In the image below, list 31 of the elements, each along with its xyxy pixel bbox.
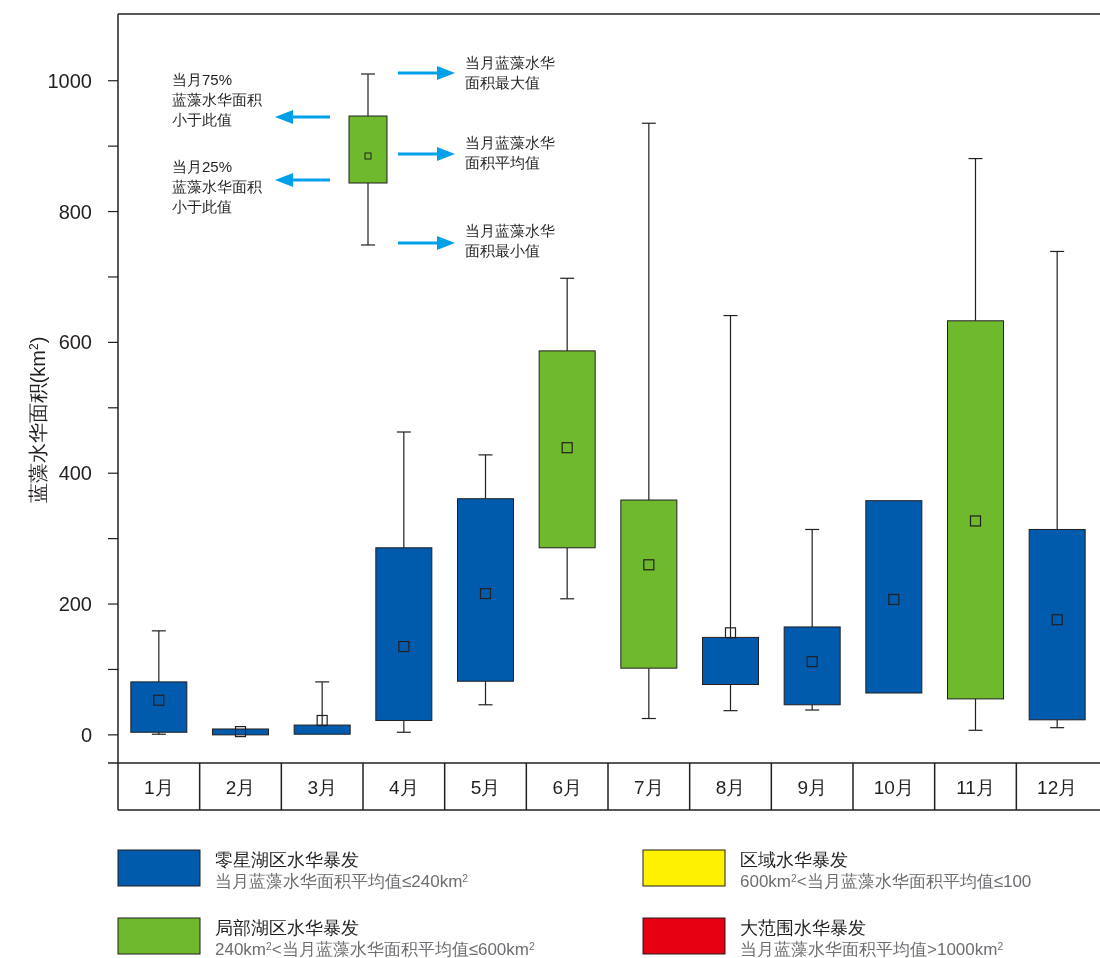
text: 当月蓝藻水华面积平均值>1000km$^{2}$ xyxy=(740,940,1004,958)
text: 240km$^{2}$<当月蓝藻水华面积平均值≤600km$^{2}$ xyxy=(215,940,535,958)
x-tick-label: 7月 xyxy=(634,777,664,798)
annotation: 当月蓝藻水华面积最小值 xyxy=(465,222,555,259)
x-tick-label: 1月 xyxy=(144,777,174,798)
y-tick-label: 600 xyxy=(58,331,92,354)
annotation: 当月25%蓝藻水华面积小于此值 xyxy=(172,158,262,215)
y-tick-label: 1000 xyxy=(47,69,92,92)
x-tick-label: 8月 xyxy=(715,777,746,798)
y-tick-label: 800 xyxy=(58,200,92,223)
x-tick-label: 9月 xyxy=(797,777,827,798)
x-tick-label: 11月 xyxy=(956,777,995,798)
annotation: 当月75%蓝藻水华面积小于此值 xyxy=(172,71,262,128)
x-tick-label: 5月 xyxy=(470,777,501,798)
text: 600km$^{2}$<当月蓝藻水华面积平均值≤100 xyxy=(740,872,1032,891)
x-tick-label: 4月 xyxy=(389,777,419,798)
y-tick-label: 400 xyxy=(58,462,92,485)
x-tick-label: 10月 xyxy=(873,777,914,798)
x-tick-label: 6月 xyxy=(552,777,582,798)
legend-label: 区域水华暴发 xyxy=(740,850,848,870)
annotation: 当月蓝藻水华面积平均值 xyxy=(465,134,555,171)
text: 当月蓝藻水华面积平均值≤240km$^{2}$ xyxy=(215,872,469,891)
x-tick-label: 2月 xyxy=(225,777,256,798)
annotation: 当月蓝藻水华面积最大值 xyxy=(465,54,555,91)
y-tick-label: 200 xyxy=(58,593,92,616)
y-tick-label: 0 xyxy=(80,723,92,746)
legend-label: 大范围水华暴发 xyxy=(740,918,866,938)
x-tick-label: 3月 xyxy=(307,777,337,798)
x-tick-label: 12月 xyxy=(1037,777,1078,798)
legend-label: 局部湖区水华暴发 xyxy=(215,918,359,938)
legend-label: 零星湖区水华暴发 xyxy=(215,850,359,870)
